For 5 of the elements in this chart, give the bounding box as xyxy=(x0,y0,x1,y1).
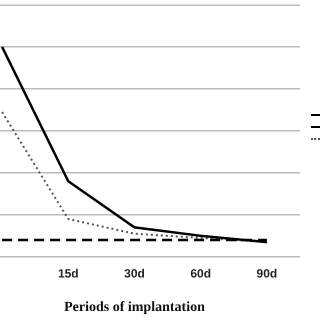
x-tick-label: 15d xyxy=(58,266,79,280)
x-tick-label: 30d xyxy=(124,266,145,280)
x-axis-title: Periods of implantation xyxy=(64,300,206,316)
x-tick-label: 90d xyxy=(256,266,278,280)
x-tick-label: 60d xyxy=(190,266,212,280)
